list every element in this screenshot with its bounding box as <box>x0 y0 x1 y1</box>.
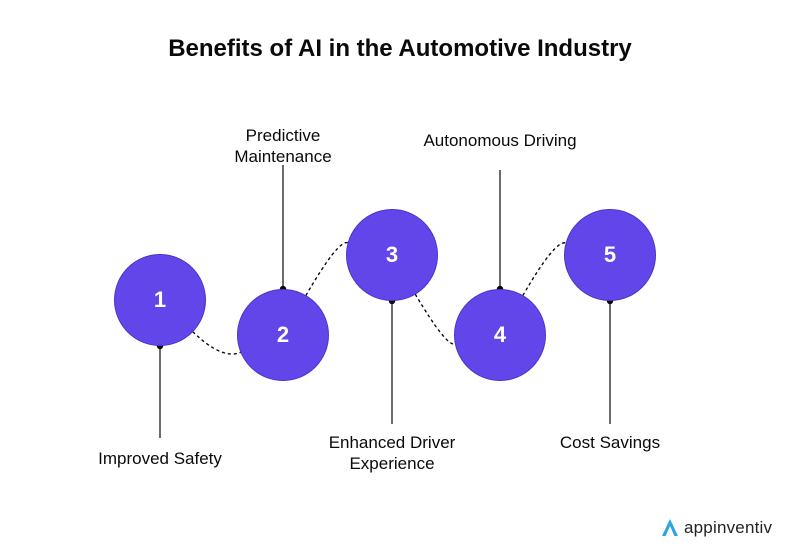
brand-logo: appinventiv <box>660 518 772 538</box>
step-node: 5 <box>564 209 656 301</box>
step-number: 5 <box>604 242 616 268</box>
step-node: 3 <box>346 209 438 301</box>
step-label: Cost Savings <box>535 432 685 453</box>
step-number: 4 <box>494 322 506 348</box>
connector-arc <box>415 295 454 345</box>
step-label: Predictive Maintenance <box>203 125 363 168</box>
connector-arc <box>193 332 240 354</box>
step-label: Autonomous Driving <box>420 130 580 151</box>
step-number: 3 <box>386 242 398 268</box>
step-node: 4 <box>454 289 546 381</box>
infographic-container: Benefits of AI in the Automotive Industr… <box>0 0 800 554</box>
step-number: 1 <box>154 287 166 313</box>
step-node: 2 <box>237 289 329 381</box>
step-label: Enhanced Driver Experience <box>297 432 487 475</box>
step-node: 1 <box>114 254 206 346</box>
brand-icon <box>660 518 680 538</box>
step-label: Improved Safety <box>95 448 225 469</box>
step-number: 2 <box>277 322 289 348</box>
connector-arc <box>306 243 348 296</box>
connector-arc <box>523 243 566 295</box>
brand-name: appinventiv <box>684 518 772 538</box>
